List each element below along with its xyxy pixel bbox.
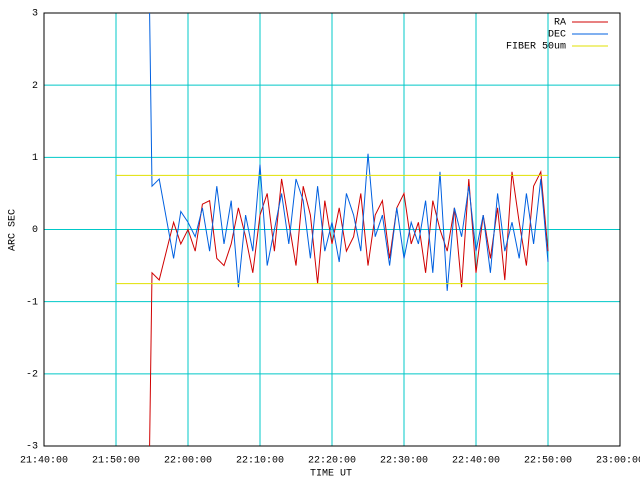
y-axis-label: ARC SEC [8, 209, 19, 251]
x-tick-label: 22:30:00 [380, 456, 428, 467]
plot-border [43, 12, 621, 447]
y-tick-label: 0 [32, 225, 38, 236]
x-tick-label: 22:50:00 [524, 456, 572, 467]
y-tick-label: -2 [26, 369, 38, 380]
x-tick-label: 22:10:00 [236, 456, 284, 467]
legend-label: FIBER 50um [506, 42, 566, 53]
y-tick-label: -3 [26, 442, 38, 453]
series-line [116, 174, 548, 285]
y-tick-label: -1 [26, 297, 38, 308]
series-line [149, 169, 549, 446]
y-tick-label: 1 [32, 153, 38, 164]
series-line [149, 13, 549, 291]
x-tick-label: 22:40:00 [452, 456, 500, 467]
x-tick-label: 22:00:00 [164, 456, 212, 467]
x-tick-label: 21:40:00 [20, 456, 68, 467]
legend-label: DEC [548, 30, 566, 41]
legend-label: RA [554, 18, 566, 29]
x-tick-label: 22:20:00 [308, 456, 356, 467]
x-tick-label: 23:00:00 [596, 456, 640, 467]
y-tick-label: 2 [32, 81, 38, 92]
x-axis-label: TIME UT [310, 469, 352, 480]
y-tick-label: 3 [32, 9, 38, 20]
x-tick-label: 21:50:00 [92, 456, 140, 467]
